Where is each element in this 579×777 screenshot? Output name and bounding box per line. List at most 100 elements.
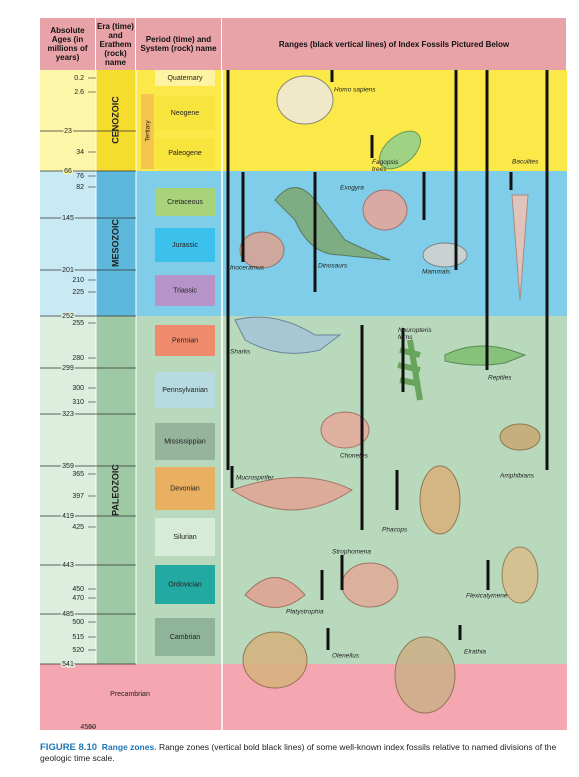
header-ranges: Ranges (black vertical lines) of Index F… (222, 18, 567, 70)
age-label: 419 (62, 513, 74, 520)
age-column (40, 316, 96, 664)
fossil-label: Mucrospirifer (236, 475, 274, 482)
tertiary-bar (141, 94, 154, 169)
fossil-label: Mammals (422, 269, 451, 276)
age-label: 443 (62, 562, 74, 569)
fossil-label: Flexicalymene (466, 593, 508, 600)
period-box (155, 188, 215, 216)
age-label: 66 (64, 168, 72, 175)
period-box (155, 565, 215, 604)
age-label: 23 (64, 128, 72, 135)
period-label: Ordovician (168, 581, 202, 588)
header-period: Period (time) and System (rock) name (136, 18, 222, 70)
age-label: 82 (76, 184, 84, 191)
period-label: Cretaceous (167, 199, 203, 206)
age-label: 500 (72, 619, 84, 626)
fossil-label: Baculites (512, 159, 539, 166)
fossil-label: Reptiles (488, 375, 512, 382)
era-label: CENOZOIC (110, 96, 120, 144)
age-label: 359 (62, 463, 74, 470)
fossil-label: Elrathia (464, 649, 486, 656)
period-label: Devonian (170, 485, 200, 492)
header-era: Era (time) and Erathem (rock) name (96, 18, 136, 70)
era-column (96, 316, 136, 664)
period-label: Precambrian (110, 691, 150, 698)
period-box (155, 275, 215, 306)
age-label: 255 (72, 320, 84, 327)
age-label: 34 (76, 149, 84, 156)
age-label: 397 (72, 493, 84, 500)
fossil-label: Strophomena (332, 549, 371, 556)
fossil-label: Homo sapiens (334, 87, 376, 94)
period-box (155, 518, 215, 556)
period-box (155, 228, 215, 262)
period-box (155, 372, 215, 408)
age-label: 300 (72, 385, 84, 392)
fossil-label: Phacops (382, 527, 408, 534)
fossil-label: Exogyra (340, 185, 364, 192)
age-label: 310 (72, 399, 84, 406)
fossil-label: Olenellus (332, 653, 360, 660)
age-label: 145 (62, 215, 74, 222)
age-label: 520 (72, 647, 84, 654)
period-label: Neogene (171, 110, 200, 117)
period-label: Quaternary (167, 75, 203, 82)
age-label: 4550 (80, 724, 96, 731)
age-label: 541 (62, 661, 74, 668)
age-label: 515 (72, 634, 84, 641)
period-box (155, 467, 215, 510)
period-label: Cambrian (170, 634, 200, 641)
age-label: 485 (62, 611, 74, 618)
age-label: 425 (72, 524, 84, 531)
age-label: 299 (62, 365, 74, 372)
fossil-label: Dinosaurs (318, 263, 348, 270)
fossil-label: Neuropteris ferns (398, 327, 432, 341)
age-label: 252 (62, 313, 74, 320)
period-label: Pennsylvanian (162, 387, 208, 394)
header-age: Absolute Ages (in millions of years) (40, 18, 96, 70)
age-label: 2.6 (74, 89, 84, 96)
range-lines (226, 70, 549, 650)
age-column (40, 171, 96, 316)
age-label: 76 (76, 173, 84, 180)
age-label: 280 (72, 355, 84, 362)
period-box (155, 618, 215, 656)
period-box (155, 423, 215, 460)
era-column (96, 70, 136, 171)
age-column (40, 70, 96, 171)
fossil-label: Fagopsis trees (372, 159, 399, 173)
age-label: 450 (72, 586, 84, 593)
age-label: 323 (62, 411, 74, 418)
age-label: 210 (72, 277, 84, 284)
era-column (96, 171, 136, 316)
age-label: 0.2 (74, 75, 84, 82)
caption-text: Range zones (vertical bold black lines) … (40, 742, 557, 763)
fossil-label: Amphibians (499, 473, 535, 480)
age-label: 225 (72, 289, 84, 296)
fossil-label: Sharks (230, 349, 251, 356)
age-label: 201 (62, 267, 74, 274)
precambrian-band (40, 664, 567, 730)
period-label: Silurian (173, 534, 196, 541)
period-label: Paleogene (168, 150, 202, 157)
caption: FIGURE 8.10 Range zones. Range zones (ve… (40, 742, 568, 763)
fossil-label: Platystrophia (286, 609, 324, 616)
era-label: PALEOZOIC (110, 464, 120, 516)
era-label: MESOZOIC (110, 219, 120, 268)
period-label: Jurassic (172, 242, 198, 249)
fossil-illustrations (230, 75, 541, 714)
period-label: Triassic (173, 287, 197, 294)
age-label: 470 (72, 595, 84, 602)
subera-label: Tertiary (145, 120, 152, 142)
caption-title: Range zones. (101, 742, 157, 752)
fossil-label: Chonetes (340, 453, 369, 460)
caption-label: FIGURE 8.10 (40, 742, 98, 753)
age-label: 365 (72, 471, 84, 478)
period-box (155, 70, 215, 86)
period-label: Permian (172, 337, 198, 344)
fossil-label: Inoceramus (230, 265, 265, 272)
period-box (155, 96, 215, 130)
period-label: Mississippian (164, 438, 206, 445)
period-box (155, 325, 215, 356)
